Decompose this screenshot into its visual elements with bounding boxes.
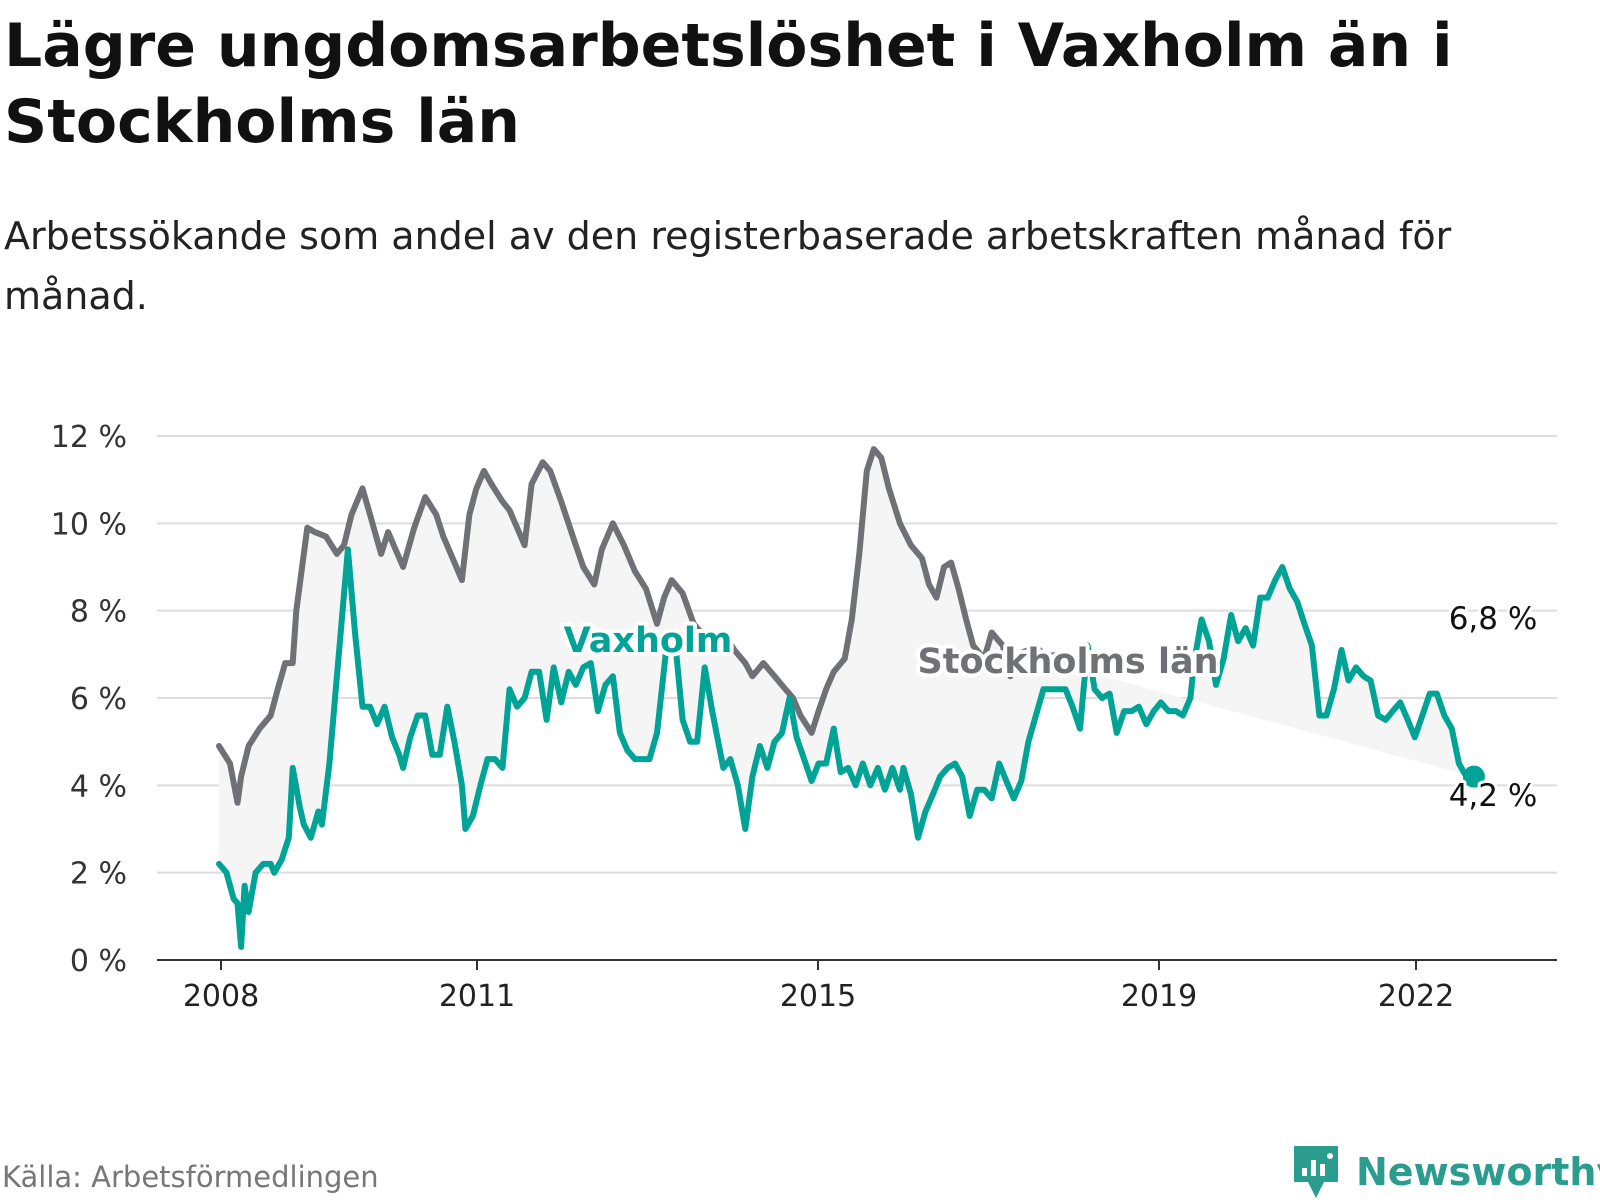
y-axis: 0 % 2 % 4 % 6 % 8 % 10 % 12 %	[51, 420, 127, 979]
end-label-stockholm: 6,8 %	[1449, 601, 1538, 637]
y-tick-label: 12 %	[51, 420, 127, 455]
x-axis: 2008 2011 2015 2019 2022	[157, 959, 1557, 1014]
y-tick-label: 0 %	[70, 944, 127, 979]
brand-logo: Newsworthy	[1290, 1142, 1600, 1202]
y-tick-label: 8 %	[70, 595, 127, 630]
y-tick-label: 4 %	[70, 769, 127, 804]
series-line-vaxholm	[216, 546, 1477, 950]
x-tick-label: 2011	[439, 979, 515, 1014]
line-chart: 0 % 2 % 4 % 6 % 8 % 10 % 12 % 2008 2011 2015 2019…	[51, 420, 1557, 1014]
x-tick-label: 2022	[1378, 979, 1454, 1014]
newsworthy-logo-icon	[1294, 1146, 1338, 1198]
chart-title: Lägre ungdomsarbetslöshet i Vaxholm än i…	[4, 11, 1453, 157]
series-line-stockholm	[216, 446, 1058, 806]
end-marker-vaxholm	[1462, 765, 1485, 788]
x-tick-label: 2008	[183, 979, 259, 1014]
end-marker-stockholm	[1043, 652, 1066, 675]
end-label-vaxholm: 4,2 %	[1449, 778, 1538, 814]
x-tick-label: 2015	[780, 979, 856, 1014]
series-label-vaxholm: Vaxholm	[564, 621, 733, 661]
chart-subtitle: Arbetssökande som andel av den registerb…	[4, 214, 1452, 318]
y-tick-label: 10 %	[51, 507, 127, 542]
y-tick-label: 6 %	[70, 682, 127, 717]
difference-area	[219, 449, 1474, 947]
brand-name: Newsworthy	[1356, 1150, 1600, 1194]
x-tick-label: 2019	[1121, 979, 1197, 1014]
y-tick-label: 2 %	[70, 857, 127, 892]
source-note: Källa: Arbetsförmedlingen	[2, 1160, 379, 1194]
series-label-stockholm: Stockholms län	[918, 642, 1219, 682]
